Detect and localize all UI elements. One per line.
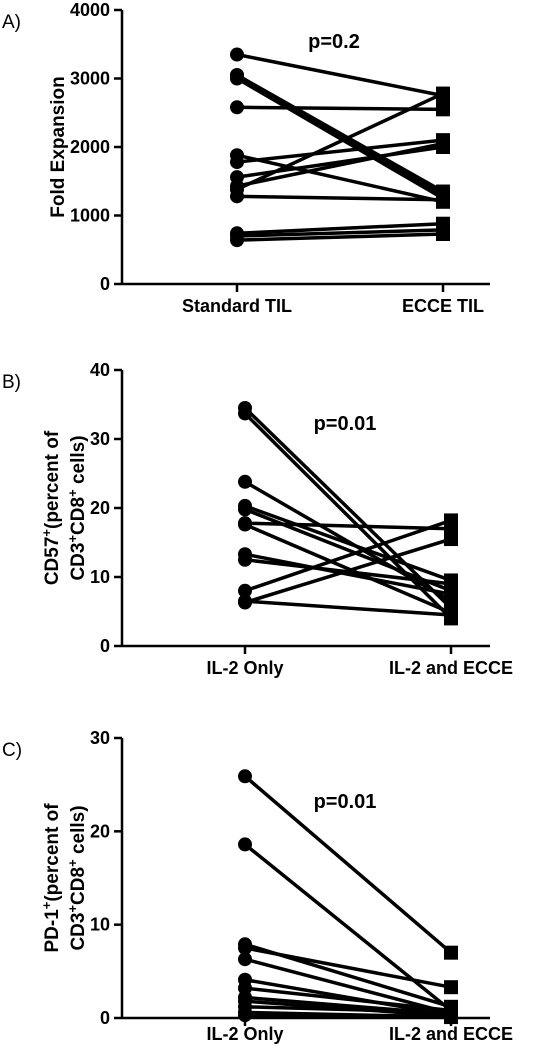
p-value-annotation: p=0.01 <box>314 791 377 813</box>
x-tick-label: IL-2 and ECCE <box>389 658 513 678</box>
y-tick-label: 10 <box>90 567 110 587</box>
y-tick-label: 40 <box>90 360 110 380</box>
pair-line <box>244 522 452 615</box>
y-tick-label: 3000 <box>70 69 110 89</box>
pair-line <box>236 194 444 202</box>
x-tick-label: IL-2 and ECCE <box>389 1024 513 1044</box>
y-tick-label: 20 <box>90 498 110 518</box>
x-tick-label: IL-2 Only <box>206 1024 283 1044</box>
point-before <box>230 68 244 83</box>
x-tick-label: Standard TIL <box>182 296 292 316</box>
point-after <box>436 102 450 117</box>
point-before <box>238 837 252 852</box>
point-after <box>436 226 450 241</box>
y-axis-label-line2: CD3+CD8+ cells) <box>65 435 89 580</box>
pair-line <box>244 537 452 605</box>
y-tick-label: 0 <box>100 274 110 294</box>
panel-2: B) 0 10 20 30 40 IL-2 Only IL-2 and ECCE CD57+(p… <box>2 360 513 678</box>
y-tick-label: 30 <box>90 728 110 748</box>
pair-line <box>236 141 444 188</box>
point-before <box>238 952 252 967</box>
y-tick-label: 1000 <box>70 206 110 226</box>
pair-line <box>236 52 444 98</box>
point-after <box>444 532 458 547</box>
pair-line <box>236 138 444 164</box>
point-before <box>238 474 252 489</box>
point-before <box>238 552 252 567</box>
panel-label: B) <box>2 372 21 393</box>
point-before <box>230 155 244 170</box>
point-before <box>238 502 252 517</box>
pair-line <box>244 521 452 531</box>
pair-line <box>236 153 444 204</box>
point-before <box>238 941 252 955</box>
point-after <box>436 136 450 151</box>
panel-label: C) <box>2 740 22 761</box>
y-axis-label-line2: CD3+CD8+ cells) <box>65 805 89 950</box>
pair-line <box>244 986 452 1013</box>
pair-line <box>244 552 452 596</box>
y-tick-label: 4000 <box>70 0 110 20</box>
pair-line <box>243 412 453 620</box>
pair-line <box>244 946 452 989</box>
pair-line <box>244 957 452 1016</box>
y-tick-label: 20 <box>90 821 110 841</box>
y-tick-label: 0 <box>100 1008 110 1028</box>
p-value-annotation: p=0.01 <box>314 413 377 435</box>
pair-line <box>244 599 452 617</box>
x-tick-label: ECCE TIL <box>402 296 484 316</box>
y-tick-label: 30 <box>90 429 110 449</box>
pair-line <box>243 774 453 954</box>
point-before <box>238 595 252 610</box>
point-before <box>238 769 252 784</box>
y-axis-label-line1: PD-1+(percent of <box>39 803 63 953</box>
point-before <box>230 189 244 204</box>
x-tick-label: IL-2 Only <box>206 658 283 678</box>
point-before <box>238 406 252 421</box>
pair-line <box>236 73 444 194</box>
point-before <box>238 583 252 598</box>
point-after <box>444 945 458 960</box>
point-after <box>444 980 458 995</box>
pair-line <box>243 843 453 1012</box>
pair-line <box>243 406 453 610</box>
panel-1: A) 0 1000 2000 3000 4000 Standard TIL ECCE TIL F… <box>2 0 490 316</box>
pair-line <box>236 91 444 192</box>
pair-line <box>244 504 452 583</box>
y-axis-label-line1: CD57+(percent of <box>39 430 63 585</box>
point-after <box>444 607 458 622</box>
pair-line <box>236 232 444 242</box>
y-tick-label: 10 <box>90 915 110 935</box>
point-after <box>436 86 450 101</box>
pair-line <box>244 1005 452 1015</box>
point-after <box>444 1009 458 1024</box>
pair-line <box>244 1013 452 1018</box>
point-before <box>238 517 252 532</box>
pair-line <box>236 221 444 236</box>
point-before <box>238 1008 252 1023</box>
y-axis-label: Fold Expansion <box>48 76 69 217</box>
point-before <box>230 47 244 62</box>
point-before <box>230 100 244 115</box>
pair-line <box>236 228 444 238</box>
panel-3: C) 0 10 20 30 IL-2 Only IL-2 and ECCE PD-1+(per… <box>2 728 513 1044</box>
point-after <box>436 192 450 207</box>
point-after <box>444 576 458 591</box>
panel-label: A) <box>2 12 21 33</box>
point-before <box>230 233 244 248</box>
pair-line <box>244 518 452 593</box>
y-tick-label: 2000 <box>70 137 110 157</box>
point-after <box>444 513 458 528</box>
y-tick-label: 0 <box>100 636 110 656</box>
pair-line <box>244 978 452 1017</box>
p-value-annotation: p=0.2 <box>308 31 360 53</box>
pair-line <box>236 76 444 200</box>
